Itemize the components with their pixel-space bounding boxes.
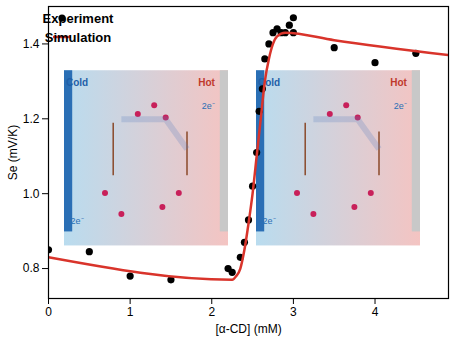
svg-text:2e⁻: 2e⁻ — [394, 101, 407, 111]
svg-text:2e⁻: 2e⁻ — [71, 216, 84, 226]
svg-text:Cold: Cold — [66, 77, 88, 88]
svg-text:1.0: 1.0 — [23, 187, 40, 201]
svg-text:Hot: Hot — [198, 77, 215, 88]
svg-text:2e⁻: 2e⁻ — [202, 101, 215, 111]
svg-text:3: 3 — [290, 305, 297, 319]
svg-text:1.2: 1.2 — [23, 112, 40, 126]
svg-text:Experiment: Experiment — [43, 11, 114, 26]
svg-text:[α-CD] (mM): [α-CD] (mM) — [215, 322, 281, 336]
svg-text:2: 2 — [208, 305, 215, 319]
svg-text:2e⁻: 2e⁻ — [263, 216, 276, 226]
svg-text:1.4: 1.4 — [23, 37, 40, 51]
svg-text:Se (mV/K): Se (mV/K) — [6, 125, 20, 180]
svg-text:4: 4 — [372, 305, 379, 319]
svg-text:Simulation: Simulation — [45, 30, 112, 45]
svg-text:0.8: 0.8 — [23, 261, 40, 275]
svg-text:Cold: Cold — [258, 77, 281, 88]
svg-text:1: 1 — [127, 305, 134, 319]
svg-text:Hot: Hot — [390, 77, 407, 88]
svg-text:0: 0 — [45, 305, 52, 319]
